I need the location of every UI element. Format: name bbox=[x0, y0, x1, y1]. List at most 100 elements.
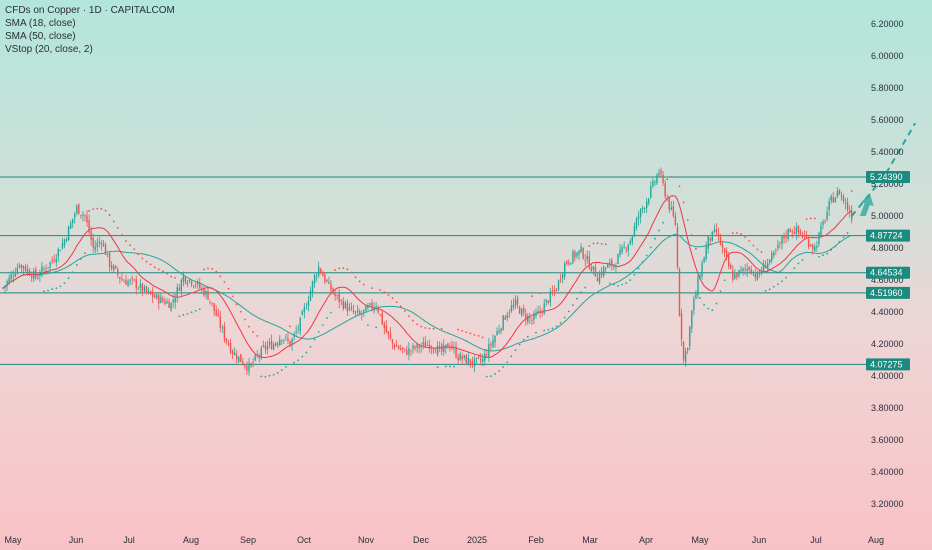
candle-body bbox=[369, 303, 371, 305]
candle-body bbox=[584, 259, 586, 261]
vstop-dot bbox=[703, 303, 705, 306]
candle-body bbox=[689, 326, 691, 347]
vstop-dot bbox=[522, 338, 525, 341]
candle-body bbox=[51, 260, 53, 262]
y-tick-label: 5.40000 bbox=[871, 147, 904, 157]
vstop-dot bbox=[785, 276, 787, 279]
level-tag-label: 4.07275 bbox=[870, 359, 903, 369]
vstop-dot bbox=[301, 355, 304, 358]
level-tag-3 bbox=[866, 286, 910, 299]
candle-body bbox=[205, 291, 207, 295]
candle-body bbox=[86, 215, 88, 223]
vstop-dot bbox=[588, 244, 591, 247]
vstop-dot bbox=[551, 327, 554, 330]
candle-body bbox=[287, 338, 289, 341]
candle-body bbox=[551, 291, 554, 293]
candle-body bbox=[262, 345, 265, 347]
candle-body bbox=[744, 268, 746, 270]
vstop-dot bbox=[268, 374, 271, 377]
vstop-dot bbox=[428, 327, 431, 330]
vstop-dot bbox=[305, 351, 308, 354]
vstop-dot bbox=[350, 271, 353, 274]
vstop-dot bbox=[736, 232, 738, 234]
vstop-dot bbox=[567, 310, 570, 313]
vstop-dot bbox=[432, 327, 435, 330]
candle-body bbox=[752, 272, 754, 274]
candle-body bbox=[635, 219, 638, 229]
candle-body bbox=[61, 243, 64, 249]
candle-body bbox=[846, 202, 849, 210]
candle-body bbox=[106, 253, 109, 255]
candle-body bbox=[299, 317, 301, 332]
vstop-dot bbox=[559, 322, 562, 324]
candle-body bbox=[293, 333, 295, 337]
vstop-dot bbox=[71, 271, 74, 274]
sma-18-line bbox=[2, 195, 852, 359]
candle-body bbox=[397, 346, 400, 349]
candle-body bbox=[127, 281, 129, 286]
candle-body bbox=[8, 277, 10, 284]
candle-body bbox=[90, 231, 92, 241]
candle-body bbox=[775, 250, 777, 251]
vstop-dot bbox=[420, 325, 423, 328]
candle-body bbox=[295, 331, 297, 333]
candle-body bbox=[373, 307, 375, 311]
candle-body bbox=[236, 355, 238, 360]
vstop-dot bbox=[43, 290, 45, 293]
candle-body bbox=[728, 256, 730, 267]
candle-body bbox=[98, 241, 101, 243]
vstop-dot bbox=[621, 283, 623, 286]
candle-body bbox=[449, 347, 451, 348]
x-tick-label: Jun bbox=[69, 535, 84, 545]
vstop-dot bbox=[92, 208, 95, 211]
candle-body bbox=[342, 301, 344, 309]
candle-body bbox=[176, 287, 178, 297]
vstop-dot bbox=[637, 267, 640, 270]
candle-body bbox=[807, 239, 810, 247]
vstop-dot bbox=[367, 324, 369, 327]
candle-body bbox=[842, 196, 845, 202]
candle-body bbox=[631, 235, 634, 243]
vstop-dot bbox=[88, 210, 90, 212]
candle-body bbox=[2, 287, 4, 289]
vstop-dot bbox=[231, 295, 234, 298]
candle-body bbox=[39, 275, 41, 276]
candle-body bbox=[539, 310, 541, 313]
candle-body bbox=[301, 311, 303, 316]
candle-body bbox=[494, 336, 496, 343]
candle-body bbox=[824, 220, 826, 222]
candle-body bbox=[785, 236, 787, 238]
candle-body bbox=[254, 355, 256, 361]
candle-body bbox=[818, 232, 820, 245]
x-tick-label: Jul bbox=[810, 535, 822, 545]
candle-body bbox=[596, 277, 599, 282]
candle-body bbox=[182, 275, 185, 282]
candle-body bbox=[715, 229, 718, 233]
vstop-dot bbox=[153, 266, 156, 269]
candle-body bbox=[828, 201, 830, 211]
x-tick-label: 2025 bbox=[467, 535, 487, 545]
candle-body bbox=[769, 259, 771, 263]
candle-body bbox=[580, 246, 582, 252]
candle-body bbox=[78, 204, 80, 215]
candle-body bbox=[389, 332, 392, 339]
legend-sma-18: SMA (18, close) bbox=[5, 18, 76, 29]
vstop-dot bbox=[75, 264, 78, 266]
candle-body bbox=[270, 341, 273, 350]
candle-body bbox=[520, 308, 523, 316]
vstop-dot bbox=[502, 366, 505, 368]
candle-body bbox=[561, 274, 564, 279]
vstop-dot bbox=[444, 365, 447, 368]
candle-body bbox=[582, 248, 584, 259]
candle-body bbox=[461, 356, 463, 360]
vstop-dot bbox=[756, 248, 759, 251]
y-tick-label: 4.20000 bbox=[871, 339, 904, 349]
vstop-dot bbox=[272, 373, 275, 376]
candle-body bbox=[705, 246, 707, 260]
candle-body bbox=[354, 311, 357, 313]
vstop-dot bbox=[330, 311, 332, 314]
candle-body bbox=[516, 298, 519, 305]
candle-body bbox=[773, 252, 775, 256]
